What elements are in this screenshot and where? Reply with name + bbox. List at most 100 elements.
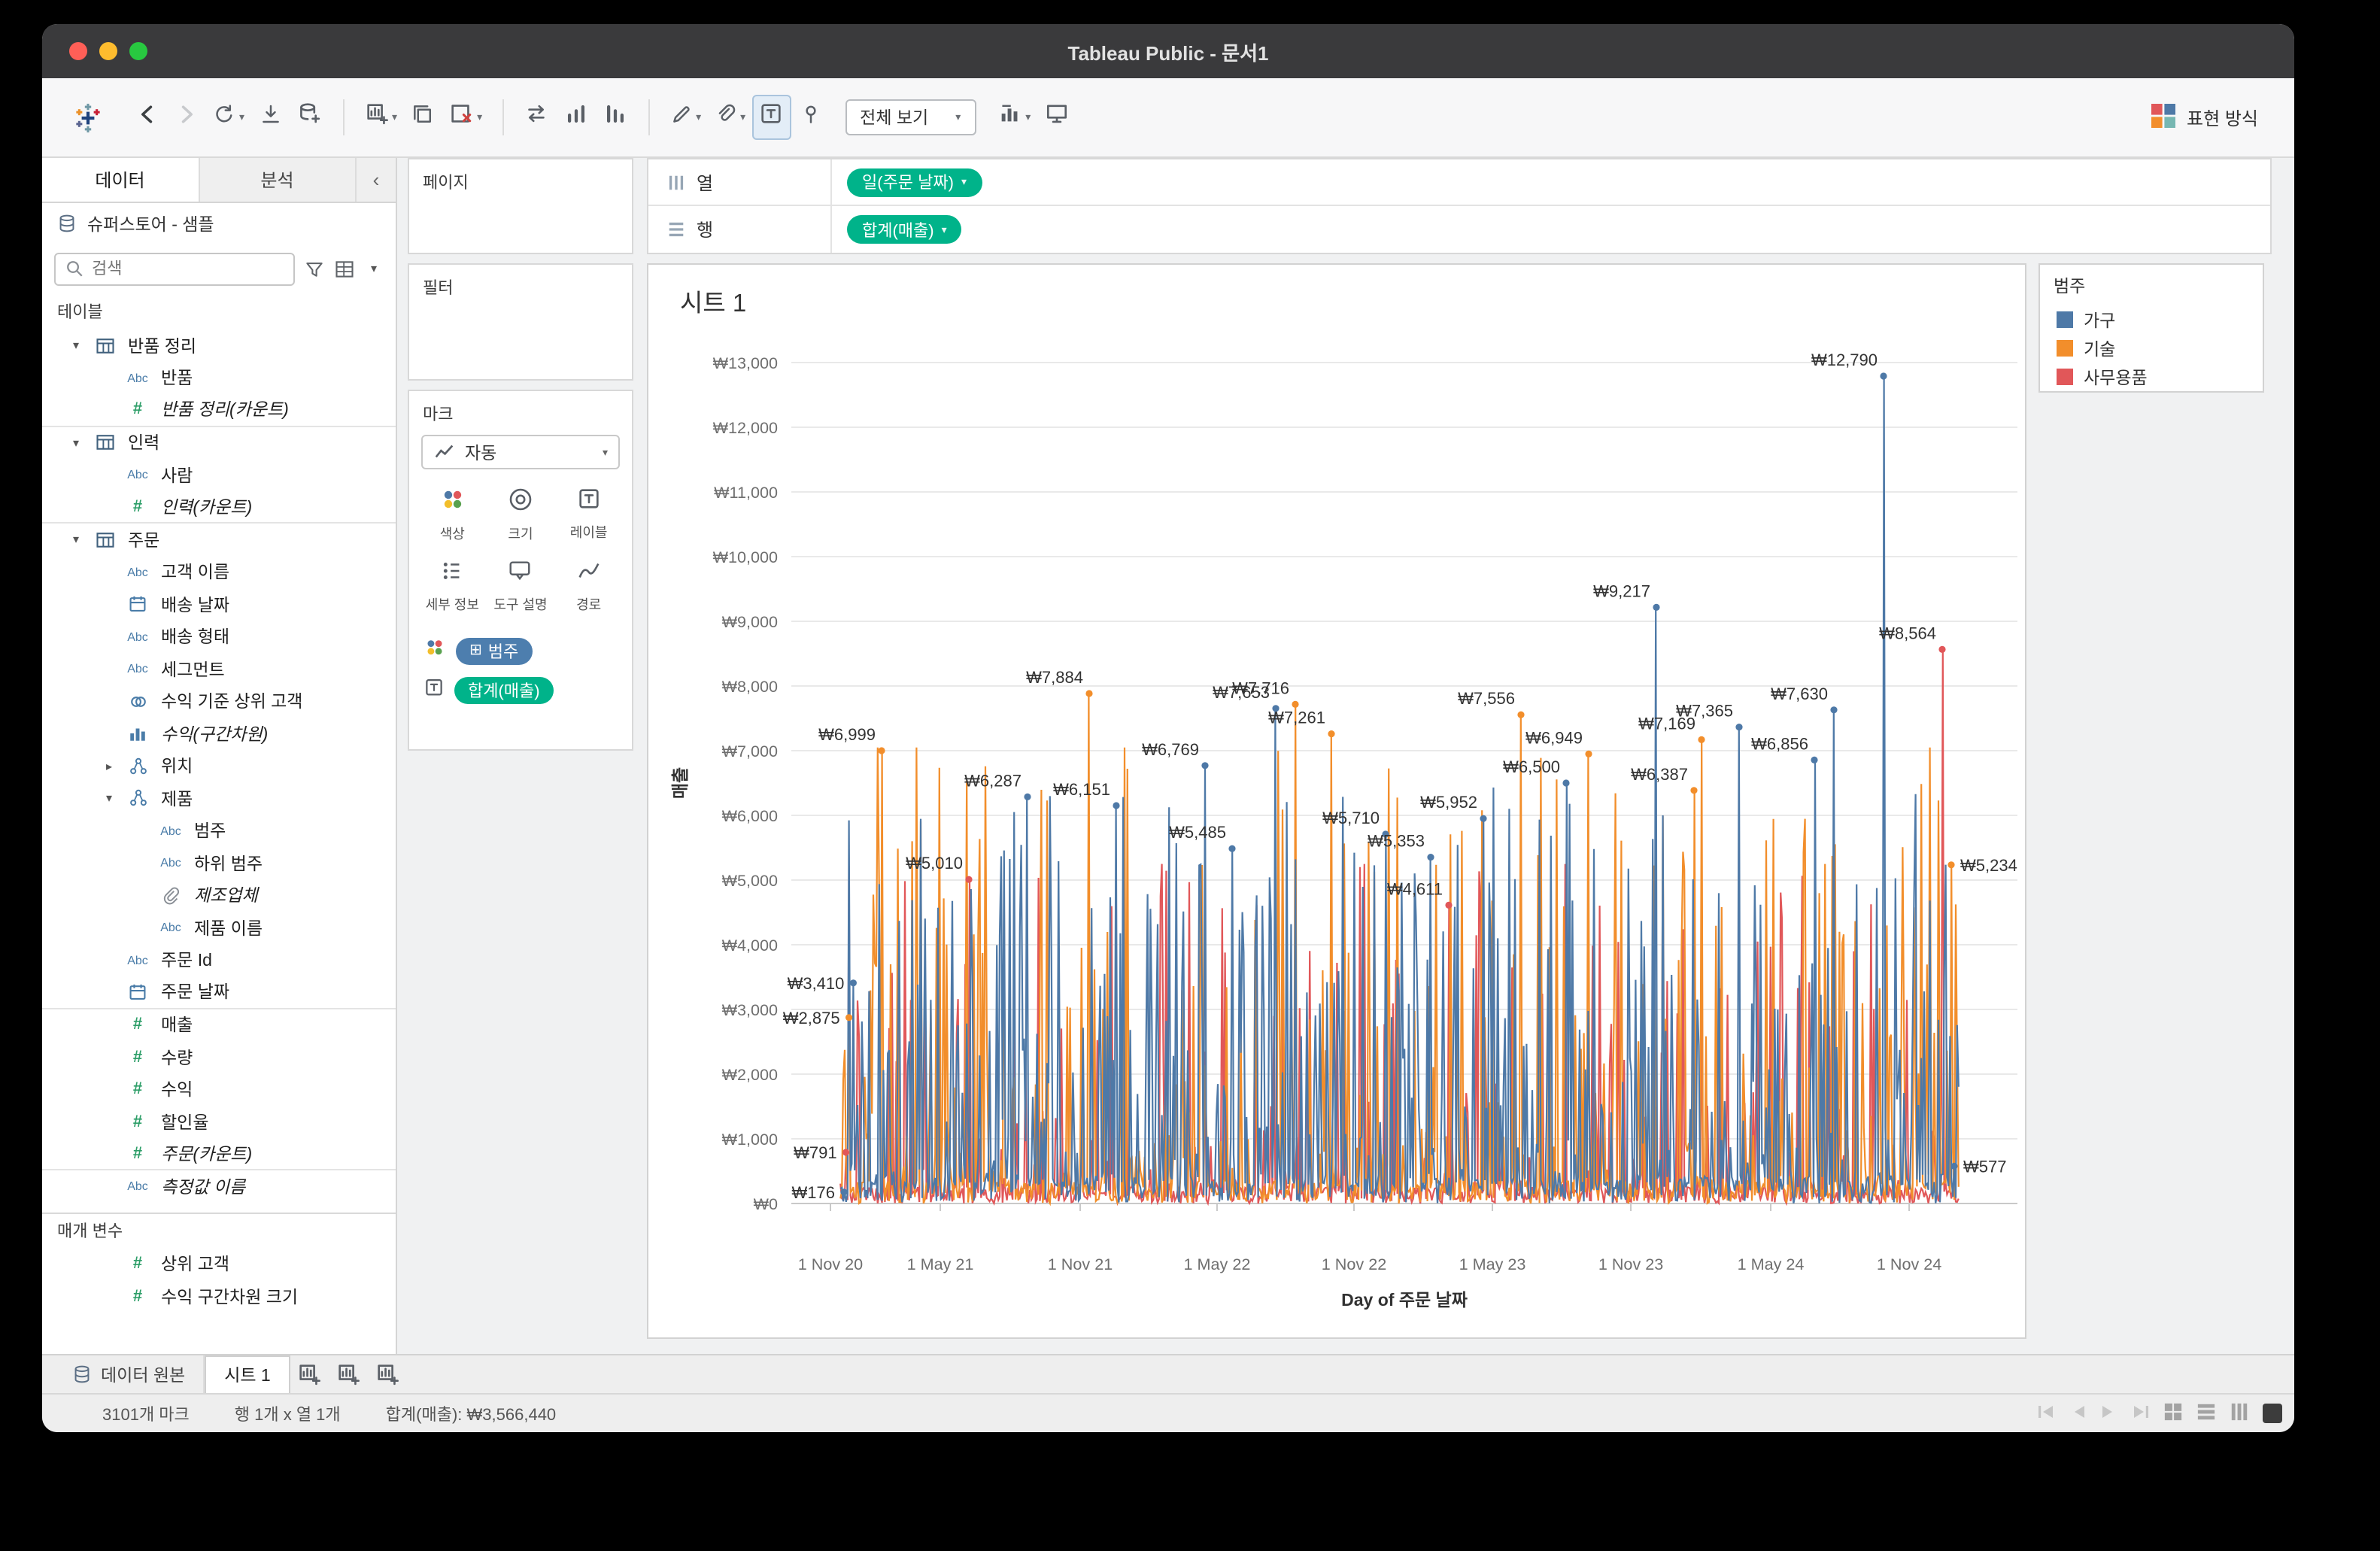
labeled-mark[interactable] xyxy=(1292,700,1299,709)
field-row[interactable]: # 수익 xyxy=(42,1073,396,1106)
field-row[interactable]: Abc 제품 이름 xyxy=(42,912,396,944)
field-row[interactable]: # 인력(카운트) xyxy=(42,491,396,524)
chevron-down-icon[interactable]: ▾ xyxy=(72,436,79,450)
field-row[interactable]: ▸ 위치 xyxy=(42,750,396,782)
field-row[interactable]: 제조업체 xyxy=(42,879,396,912)
field-row[interactable]: ▾ 제품 xyxy=(42,782,396,815)
filters-card[interactable]: 필터 xyxy=(408,263,633,381)
sort-ascending-button[interactable] xyxy=(556,95,595,140)
tab-data-source[interactable]: 데이터 원본 xyxy=(54,1355,205,1393)
columns-shelf[interactable]: 열 일(주문 날짜) ▾ xyxy=(648,159,2270,206)
series-line[interactable] xyxy=(839,375,1960,1204)
show-rows-icon[interactable] xyxy=(2196,1401,2216,1425)
redo-button[interactable] xyxy=(167,95,206,140)
labeled-mark[interactable] xyxy=(1880,372,1887,380)
field-row[interactable]: 수익 기준 상위 고객 xyxy=(42,685,396,718)
chevron-down-icon[interactable]: ▾ xyxy=(477,113,483,123)
field-row[interactable]: Abc 사람 xyxy=(42,459,396,491)
chevron-down-icon[interactable]: ▾ xyxy=(105,791,112,806)
labeled-mark[interactable] xyxy=(1938,645,1946,653)
view-grid-icon[interactable] xyxy=(334,258,355,279)
collapse-pane-button[interactable]: ‹ xyxy=(372,168,380,191)
labeled-mark[interactable] xyxy=(1653,603,1660,611)
legend-item[interactable]: 사무용품 xyxy=(2040,363,2263,391)
labeled-mark[interactable] xyxy=(1698,736,1705,744)
new-dashboard-button[interactable] xyxy=(329,1355,369,1393)
swap-rows-columns-button[interactable] xyxy=(517,95,556,140)
labeled-mark[interactable] xyxy=(1480,815,1487,822)
new-data-source-button[interactable] xyxy=(290,95,329,140)
zoom-button[interactable] xyxy=(129,42,147,60)
show-me-button[interactable]: 표현 방식 xyxy=(2149,102,2258,133)
tab-analytics[interactable]: 분석 xyxy=(199,158,357,202)
labeled-mark[interactable] xyxy=(845,1014,853,1021)
field-row[interactable]: # 수익 구간차원 크기 xyxy=(42,1280,396,1313)
field-row[interactable]: 수익(구간차원) xyxy=(42,718,396,750)
show-columns-icon[interactable] xyxy=(2230,1401,2249,1425)
chevron-down-icon[interactable]: ▾ xyxy=(72,533,79,547)
labeled-mark[interactable] xyxy=(1517,711,1525,718)
labeled-mark[interactable] xyxy=(1811,756,1818,764)
mark-type-dropdown[interactable]: 자동 ▾ xyxy=(421,435,620,469)
labeled-mark[interactable] xyxy=(1950,1162,1958,1170)
legend-item[interactable]: 기술 xyxy=(2040,334,2263,363)
show-cards-grid-icon[interactable] xyxy=(2163,1401,2183,1425)
field-row[interactable]: Abc 고객 이름 xyxy=(42,556,396,588)
field-row[interactable]: Abc 측정값 이름 xyxy=(42,1170,396,1203)
labeled-mark[interactable] xyxy=(1690,787,1698,794)
format-links-button[interactable]: ▾ xyxy=(707,95,751,140)
cell-size-button[interactable]: ▾ xyxy=(991,95,1037,140)
presentation-mode-button[interactable] xyxy=(1037,95,1076,140)
labeled-mark[interactable] xyxy=(1562,779,1570,787)
mark-button-size[interactable]: 크기 xyxy=(487,481,555,548)
field-row[interactable]: ▾ 인력 xyxy=(42,426,396,459)
datasource-row[interactable]: 슈퍼스토어 - 샘플 xyxy=(42,203,396,244)
labeled-mark[interactable] xyxy=(1585,750,1592,758)
highlight-button[interactable]: ▾ xyxy=(663,95,707,140)
chevron-down-icon[interactable]: ▾ xyxy=(239,113,245,123)
mark-button-tooltip[interactable]: 도구 설명 xyxy=(487,554,555,618)
labeled-mark[interactable] xyxy=(840,1188,848,1196)
presentation-corner-button[interactable] xyxy=(2263,1404,2282,1423)
field-row[interactable]: Abc 범주 xyxy=(42,815,396,847)
mark-button-detail[interactable]: 세부 정보 xyxy=(418,554,487,618)
field-row[interactable]: # 상위 고객 xyxy=(42,1248,396,1280)
chevron-down-icon[interactable]: ▾ xyxy=(370,262,377,275)
chevron-down-icon[interactable]: ▾ xyxy=(1025,113,1031,123)
new-worksheet-button[interactable]: ▾ xyxy=(357,95,403,140)
mark-button-color[interactable]: 색상 xyxy=(418,481,487,548)
tab-sheet-1[interactable]: 시트 1 xyxy=(205,1355,290,1393)
save-button[interactable] xyxy=(250,95,290,140)
labeled-mark[interactable] xyxy=(1228,845,1236,852)
field-row[interactable]: 배송 날짜 xyxy=(42,588,396,621)
labeled-mark[interactable] xyxy=(1382,830,1389,838)
duplicate-sheet-button[interactable] xyxy=(403,95,442,140)
labeled-mark[interactable] xyxy=(1735,724,1743,731)
field-row[interactable]: 주문 날짜 xyxy=(42,976,396,1009)
search-text-field[interactable] xyxy=(92,260,197,278)
filter-funnel-icon[interactable] xyxy=(304,258,325,279)
field-row[interactable]: # 반품 정리(카운트) xyxy=(42,394,396,426)
labeled-mark[interactable] xyxy=(1201,762,1209,769)
sort-descending-button[interactable] xyxy=(595,95,634,140)
fit-selector[interactable]: 전체 보기 ▾ xyxy=(845,99,976,135)
chevron-right-icon[interactable]: ▸ xyxy=(105,759,112,773)
field-row[interactable]: ▾ 주문 xyxy=(42,524,396,556)
field-row[interactable]: ▾ 반품 정리 xyxy=(42,329,396,362)
marks-pill[interactable]: 합계(매출) xyxy=(454,677,554,704)
labeled-mark[interactable] xyxy=(1427,854,1434,861)
search-input[interactable] xyxy=(54,252,295,285)
field-row[interactable]: Abc 하위 범주 xyxy=(42,847,396,879)
field-row[interactable]: Abc 배송 형태 xyxy=(42,621,396,653)
refresh-data-button[interactable]: ▾ xyxy=(206,95,250,140)
labeled-mark[interactable] xyxy=(1272,705,1280,712)
pages-card[interactable]: 페이지 xyxy=(408,158,633,254)
labeled-mark[interactable] xyxy=(965,876,973,883)
rows-pill[interactable]: 합계(매출) ▾ xyxy=(847,215,962,244)
labeled-mark[interactable] xyxy=(1024,793,1031,800)
legend-item[interactable]: 가구 xyxy=(2040,305,2263,334)
skip-to-end-button[interactable] xyxy=(2132,1403,2150,1424)
field-row[interactable]: # 주문(카운트) xyxy=(42,1138,396,1170)
chevron-down-icon[interactable]: ▾ xyxy=(740,113,746,123)
step-forward-button[interactable] xyxy=(2100,1403,2118,1424)
